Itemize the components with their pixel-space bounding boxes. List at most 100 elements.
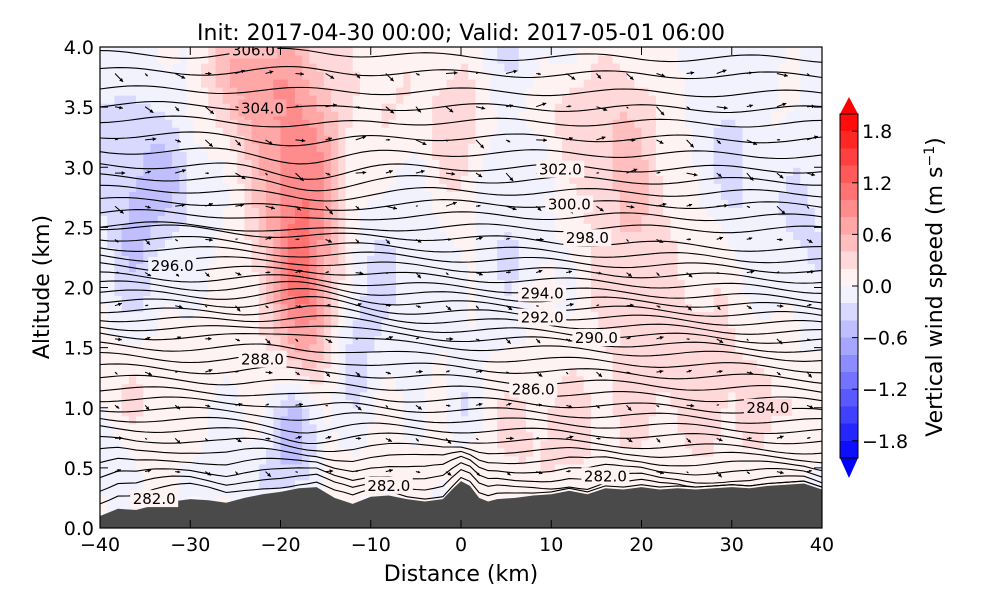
field-cell (663, 127, 671, 136)
field-cell (699, 479, 708, 489)
field-cell (302, 351, 310, 361)
field-cell (641, 455, 650, 465)
field-cell (273, 247, 282, 257)
field-cell (273, 343, 282, 353)
field-cell (475, 359, 484, 369)
field-cell (410, 463, 419, 473)
field-cell (497, 263, 505, 273)
field-cell (432, 63, 440, 72)
field-cell (735, 303, 744, 313)
field-cell (692, 87, 700, 96)
field-cell (193, 423, 202, 433)
field-cell (713, 135, 722, 144)
field-cell (251, 255, 260, 265)
field-cell (251, 223, 260, 232)
field-cell (699, 143, 708, 152)
field-cell (338, 431, 347, 441)
field-cell (251, 319, 260, 329)
field-cell (576, 119, 585, 128)
field-cell (193, 415, 202, 425)
field-cell (446, 215, 455, 224)
field-cell (735, 215, 744, 224)
field-cell (627, 279, 635, 289)
field-cell (612, 415, 621, 425)
field-cell (208, 367, 217, 377)
field-cell (179, 439, 188, 449)
field-cell (432, 135, 440, 144)
field-cell (475, 47, 484, 56)
field-cell (287, 391, 296, 401)
field-cell (576, 487, 585, 497)
field-cell (446, 279, 455, 289)
field-cell (511, 231, 520, 240)
field-cell (403, 255, 412, 265)
field-cell (302, 335, 310, 345)
field-cell (150, 479, 159, 489)
field-cell (706, 375, 715, 385)
field-cell (547, 415, 556, 425)
field-cell (403, 471, 412, 481)
field-cell (619, 191, 628, 200)
field-cell (215, 247, 224, 257)
field-cell (692, 95, 700, 104)
field-cell (699, 271, 708, 281)
field-cell (641, 255, 650, 265)
field-cell (590, 55, 599, 64)
field-cell (396, 223, 404, 232)
field-cell (497, 215, 505, 224)
field-cell (280, 319, 289, 329)
field-cell (381, 79, 390, 88)
field-cell (677, 215, 686, 224)
field-cell (453, 271, 462, 281)
field-cell (720, 159, 729, 168)
field-cell (684, 167, 693, 176)
field-cell (518, 95, 527, 104)
field-cell (316, 319, 325, 329)
field-cell (381, 431, 390, 441)
field-cell (598, 95, 606, 104)
field-cell (121, 111, 130, 120)
field-cell (107, 151, 116, 160)
field-cell (136, 239, 144, 249)
field-cell (374, 439, 383, 449)
field-cell (706, 343, 715, 353)
field-cell (720, 111, 729, 120)
field-cell (280, 335, 289, 345)
field-cell (605, 167, 614, 176)
field-cell (554, 47, 563, 56)
field-cell (396, 167, 404, 176)
field-cell (684, 143, 693, 152)
field-cell (143, 383, 152, 393)
field-cell (576, 183, 585, 192)
field-cell (266, 87, 274, 96)
field-cell (338, 103, 347, 112)
field-cell (446, 127, 455, 136)
field-cell (641, 143, 650, 152)
field-cell (302, 407, 310, 417)
field-cell (287, 47, 296, 56)
field-cell (237, 383, 245, 393)
field-cell (468, 263, 477, 273)
field-cell (648, 79, 657, 88)
field-cell (201, 87, 209, 96)
field-cell (706, 383, 715, 393)
field-cell (143, 95, 152, 104)
field-cell (208, 175, 217, 184)
field-cell (720, 455, 729, 465)
field-cell (554, 351, 563, 361)
field-cell (417, 303, 426, 313)
field-cell (403, 143, 412, 152)
field-cell (728, 439, 736, 449)
field-cell (316, 407, 325, 417)
field-cell (381, 239, 390, 249)
field-cell (432, 383, 440, 393)
field-cell (302, 383, 310, 393)
field-cell (237, 367, 245, 377)
field-cell (273, 191, 282, 200)
field-cell (424, 343, 433, 353)
field-cell (367, 391, 375, 401)
field-cell (172, 143, 181, 152)
field-cell (569, 407, 578, 417)
field-cell (193, 471, 202, 481)
field-cell (590, 287, 599, 297)
